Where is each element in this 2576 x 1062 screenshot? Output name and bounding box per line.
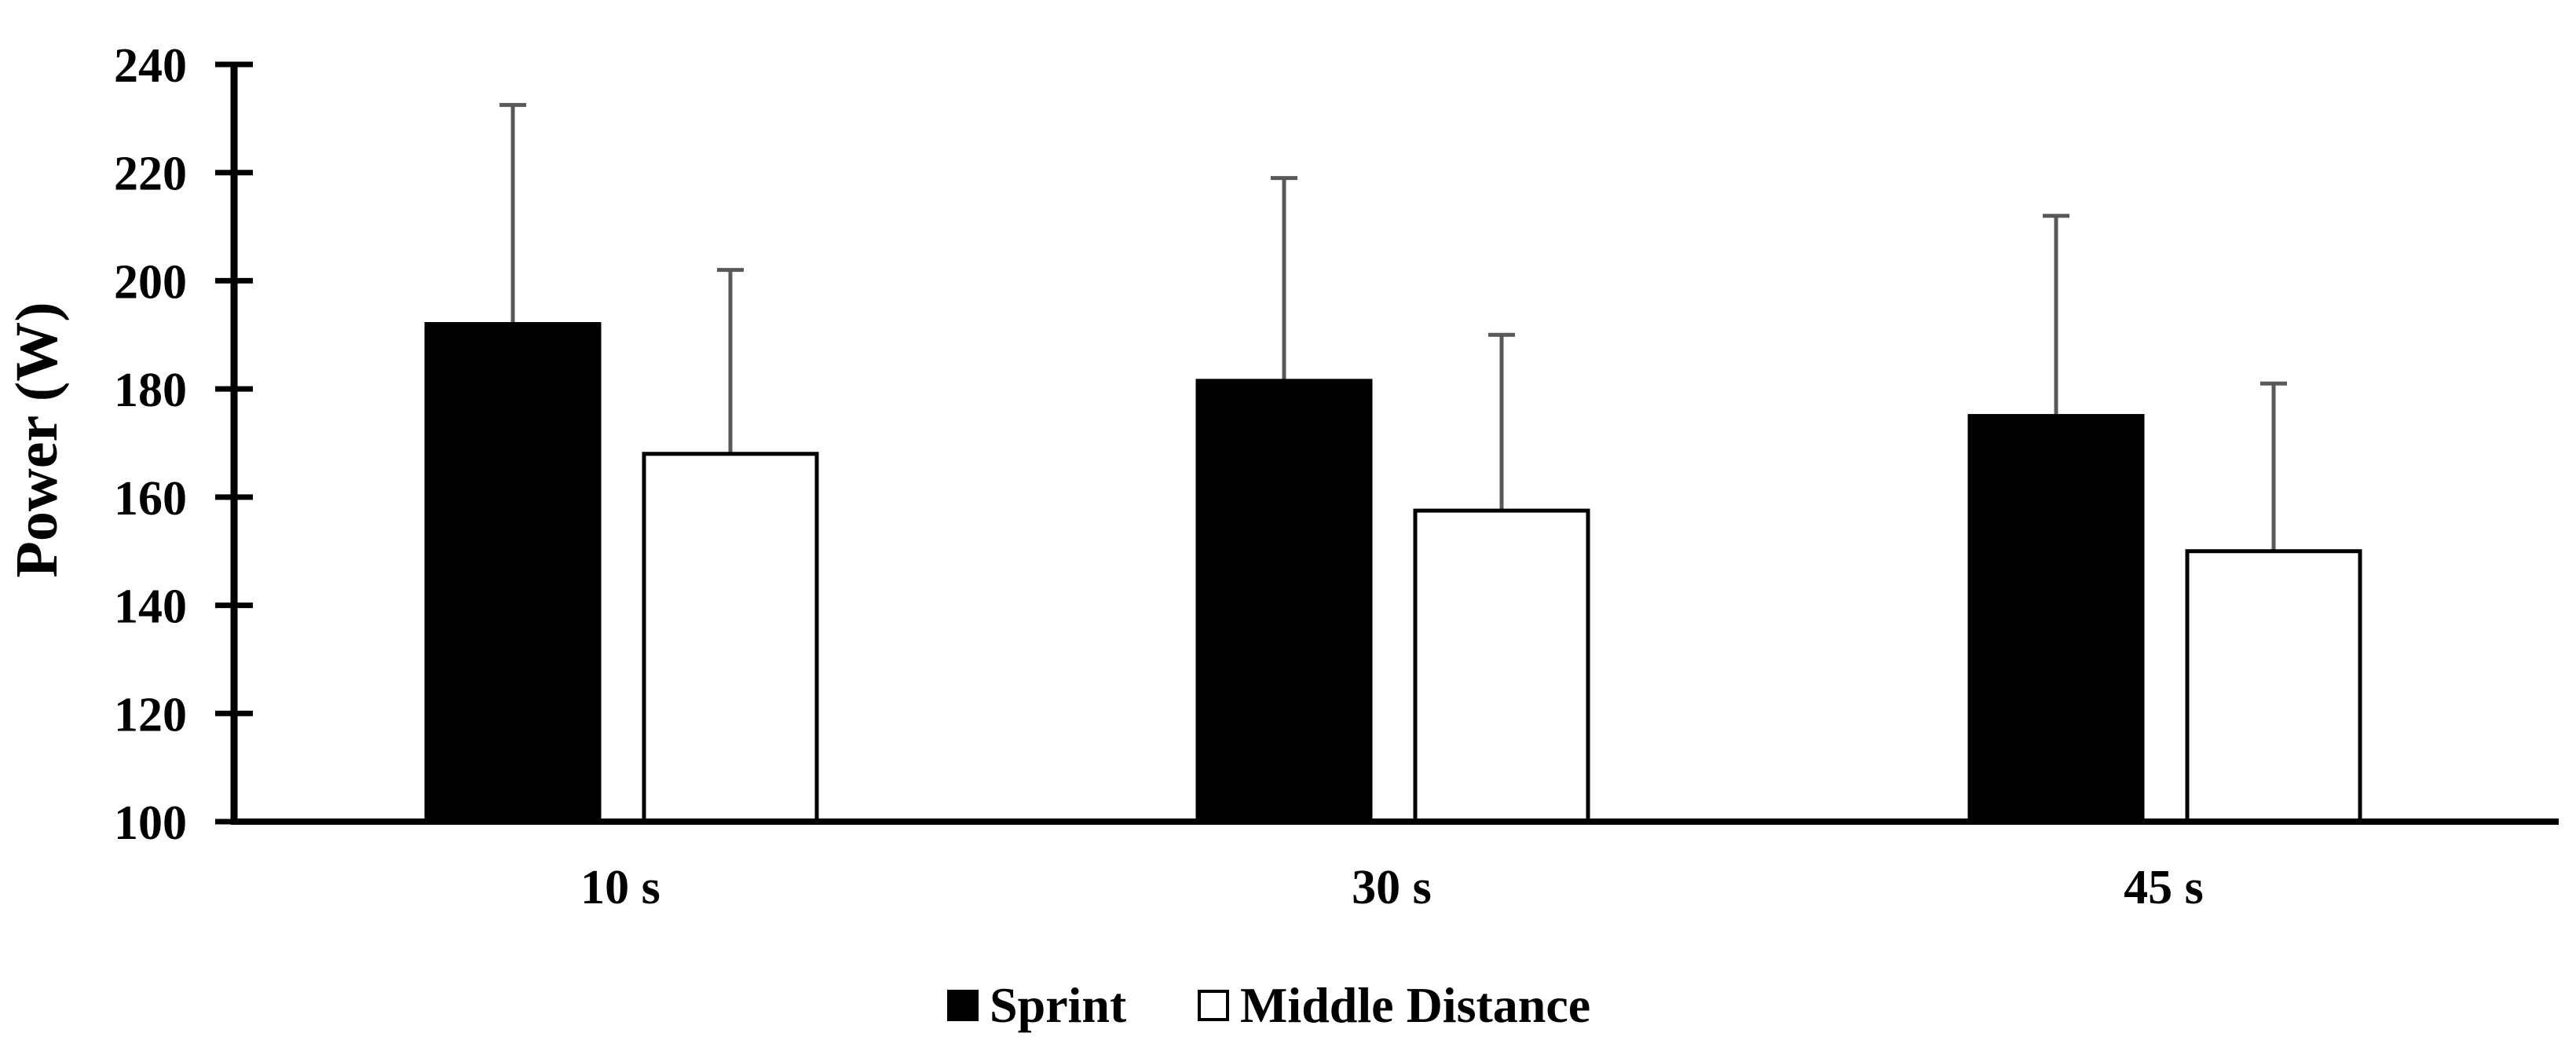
error-bar (499, 103, 526, 324)
legend: Sprint Middle Distance (947, 977, 1590, 1033)
bar (2185, 549, 2362, 824)
legend-swatch (1198, 990, 1229, 1021)
y-tick-label: 100 (114, 796, 187, 850)
error-bars (499, 103, 2287, 551)
y-tick-label: 200 (114, 255, 187, 309)
x-axis: 10 s 30 s 45 s (231, 818, 2559, 914)
bar (642, 452, 819, 824)
legend-swatch (947, 990, 979, 1021)
y-tick-label: 140 (114, 580, 187, 634)
error-bar (717, 268, 744, 454)
x-category-label: 10 s (580, 861, 660, 914)
error-bar (1488, 332, 1515, 511)
y-tick-label: 160 (114, 472, 187, 526)
bar (1413, 508, 1590, 824)
legend-item: Middle Distance (1198, 977, 1590, 1033)
y-axis: 100 120 140 160 180 200 220 240 (114, 39, 253, 850)
error-bar (2043, 214, 2069, 416)
error-bar (2260, 381, 2287, 551)
bar (1967, 414, 2145, 824)
legend-label: Sprint (990, 977, 1127, 1033)
error-bar (1271, 176, 1297, 381)
y-axis-title: Power (W) (4, 302, 70, 577)
y-tick-label: 120 (114, 688, 187, 742)
bar (424, 322, 602, 824)
y-tick-label: 220 (114, 148, 187, 201)
legend-item: Sprint (947, 977, 1127, 1033)
legend-label: Middle Distance (1240, 977, 1590, 1033)
y-tick-label: 240 (114, 39, 187, 93)
bar (1195, 379, 1373, 824)
x-category-label: 45 s (2124, 861, 2204, 914)
y-tick-label: 180 (114, 364, 187, 417)
x-category-label: 30 s (1352, 861, 1432, 914)
bars (424, 322, 2362, 824)
